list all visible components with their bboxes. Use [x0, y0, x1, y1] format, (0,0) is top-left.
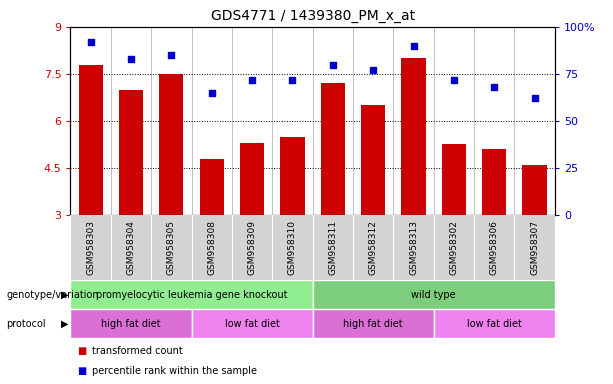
- Text: genotype/variation: genotype/variation: [6, 290, 99, 300]
- Bar: [402, 58, 425, 215]
- Title: GDS4771 / 1439380_PM_x_at: GDS4771 / 1439380_PM_x_at: [211, 9, 414, 23]
- Bar: [522, 165, 547, 215]
- Text: ▶: ▶: [61, 318, 68, 329]
- Bar: [280, 137, 305, 215]
- Text: ▶: ▶: [61, 290, 68, 300]
- Point: [328, 61, 338, 68]
- Text: GSM958307: GSM958307: [530, 220, 539, 275]
- Bar: [313, 280, 555, 309]
- Text: GSM958312: GSM958312: [368, 220, 378, 275]
- Bar: [482, 149, 506, 215]
- Point: [86, 39, 96, 45]
- Text: low fat diet: low fat diet: [224, 318, 280, 329]
- Text: GSM958303: GSM958303: [86, 220, 95, 275]
- Point: [207, 90, 216, 96]
- Text: high fat diet: high fat diet: [101, 318, 161, 329]
- Text: GSM958308: GSM958308: [207, 220, 216, 275]
- Point: [167, 52, 177, 58]
- Point: [409, 43, 419, 49]
- Point: [530, 95, 539, 101]
- Bar: [361, 105, 385, 215]
- Point: [287, 76, 297, 83]
- Text: protocol: protocol: [6, 318, 46, 329]
- Bar: [442, 144, 466, 215]
- Bar: [321, 83, 345, 215]
- Point: [449, 76, 459, 83]
- Point: [489, 84, 499, 90]
- Bar: [70, 309, 191, 338]
- Text: GSM958304: GSM958304: [126, 220, 135, 275]
- Bar: [78, 65, 103, 215]
- Text: GSM958302: GSM958302: [449, 220, 459, 275]
- Text: ■: ■: [77, 366, 86, 376]
- Bar: [200, 159, 224, 215]
- Bar: [70, 280, 313, 309]
- Bar: [434, 309, 555, 338]
- Text: GSM958313: GSM958313: [409, 220, 418, 275]
- Text: transformed count: transformed count: [92, 346, 183, 356]
- Bar: [159, 74, 183, 215]
- Point: [368, 67, 378, 73]
- Text: promyelocytic leukemia gene knockout: promyelocytic leukemia gene knockout: [96, 290, 287, 300]
- Bar: [313, 309, 434, 338]
- Bar: [191, 309, 313, 338]
- Bar: [240, 143, 264, 215]
- Text: percentile rank within the sample: percentile rank within the sample: [92, 366, 257, 376]
- Text: high fat diet: high fat diet: [343, 318, 403, 329]
- Text: GSM958311: GSM958311: [329, 220, 337, 275]
- Text: GSM958305: GSM958305: [167, 220, 176, 275]
- Text: GSM958309: GSM958309: [248, 220, 257, 275]
- Point: [247, 76, 257, 83]
- Text: low fat diet: low fat diet: [466, 318, 522, 329]
- Text: GSM958306: GSM958306: [490, 220, 499, 275]
- Point: [126, 56, 136, 62]
- Text: GSM958310: GSM958310: [288, 220, 297, 275]
- Text: wild type: wild type: [411, 290, 456, 300]
- Text: ■: ■: [77, 346, 86, 356]
- Bar: [119, 89, 143, 215]
